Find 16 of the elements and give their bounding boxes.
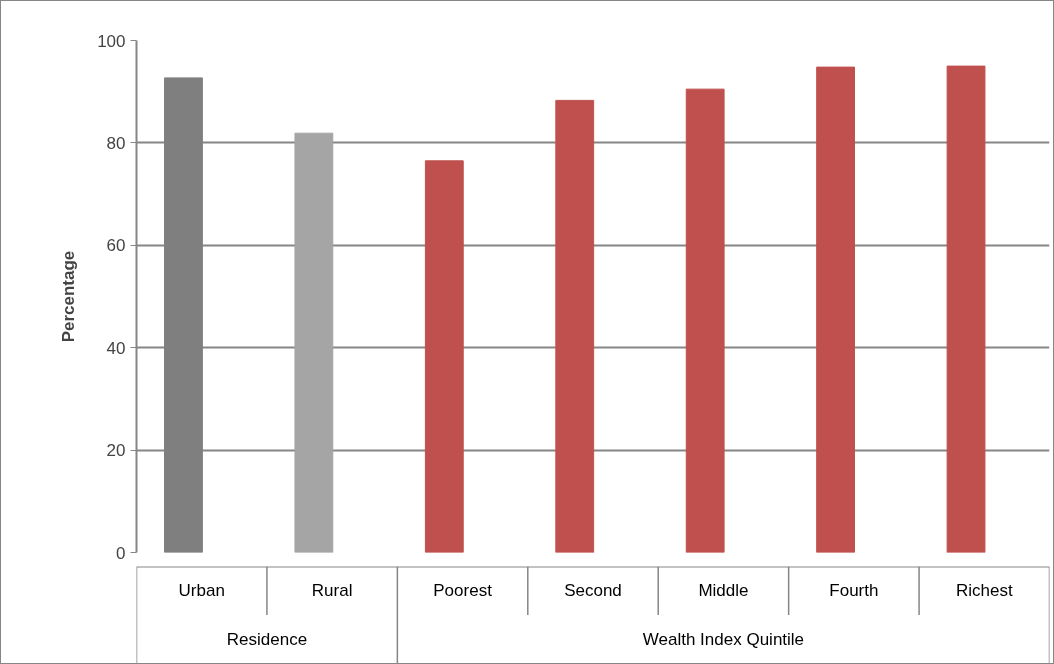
y-tick-label: 60 <box>106 236 126 256</box>
x-tick-label: Fourth <box>829 581 879 601</box>
x-tick-label: Poorest <box>433 581 493 601</box>
y-tick-label: 0 <box>116 543 126 563</box>
x-tick-label: Second <box>564 581 622 601</box>
x-tick-label: Middle <box>698 581 749 601</box>
y-tick-label: 80 <box>106 133 126 153</box>
x-tick-label: Urban <box>178 581 225 601</box>
text: Residence <box>226 629 308 649</box>
x-tick-label: Richest <box>955 581 1013 601</box>
y-axis-title: Percentage <box>59 250 79 343</box>
y-tick-label: 100 <box>97 31 126 51</box>
text: Wealth Index Quintile <box>642 629 805 649</box>
x-tick-label: Rural <box>311 581 353 601</box>
y-tick-label: 40 <box>106 338 126 358</box>
y-tick-label: 20 <box>106 441 126 461</box>
